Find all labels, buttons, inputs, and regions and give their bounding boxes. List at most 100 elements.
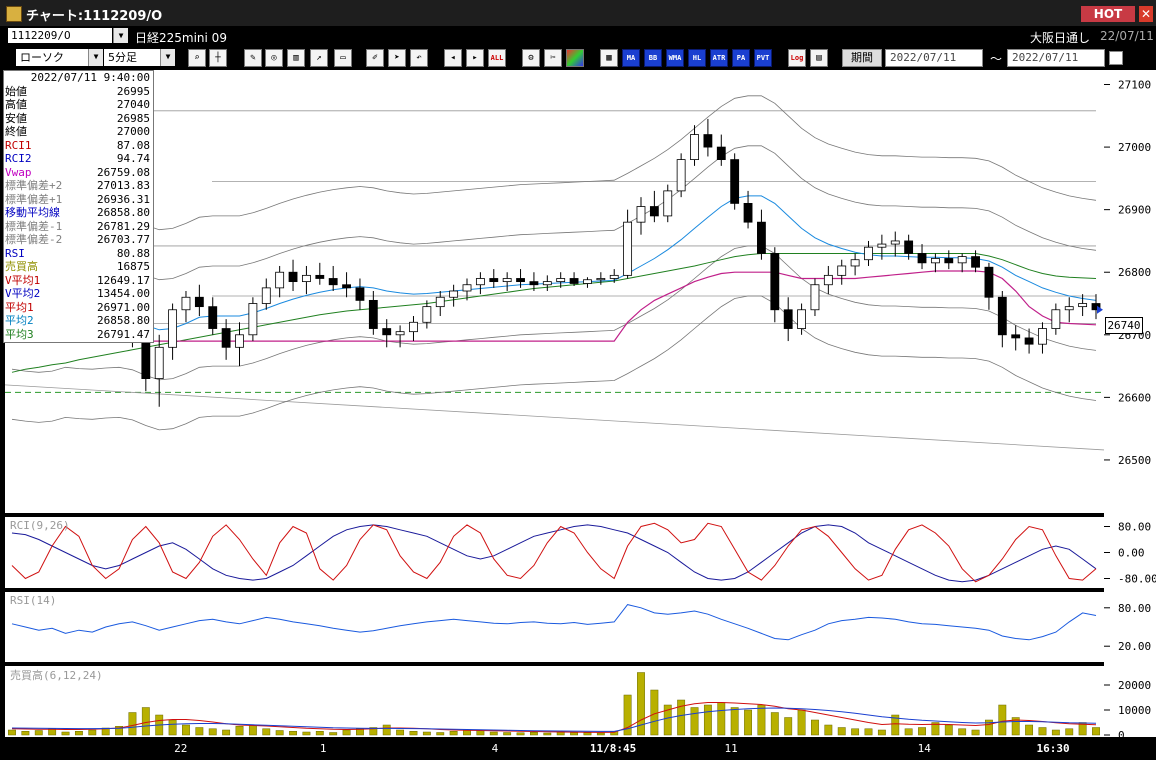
candle-body (194, 296, 204, 308)
candle-body (355, 287, 365, 301)
candle-body (877, 243, 887, 248)
toolbar-btn-hl[interactable]: HL (688, 49, 706, 67)
rsi-chart-group: 80.00 20.00 RSI(14) (10, 594, 1151, 653)
move-left-icon[interactable]: ◂ (444, 49, 462, 67)
candle-body (409, 321, 418, 333)
move-right-icon[interactable]: ▸ (466, 49, 484, 67)
toolbar-btn-pa[interactable]: PA (732, 49, 750, 67)
volume-bar (208, 728, 217, 736)
volume-bar (1051, 729, 1060, 736)
realtime-checkbox[interactable] (1109, 51, 1123, 65)
volume-bar (1078, 722, 1087, 736)
settings-icon[interactable]: ⚙ (522, 49, 540, 67)
info-label: 売買高 (5, 260, 38, 273)
period-button[interactable]: 期間 (842, 49, 882, 67)
price-tick-label: 27000 (1118, 141, 1151, 154)
eraser-icon[interactable]: ▭ (334, 49, 352, 67)
info-label: 平均2 (5, 314, 34, 327)
search-chart-icon[interactable]: ◎ (265, 49, 283, 67)
price-pane[interactable] (5, 70, 1104, 513)
candle-body (1078, 303, 1088, 308)
volume-bar (516, 732, 525, 736)
bar-chart-icon[interactable]: ▥ (287, 49, 305, 67)
volume-bar (342, 729, 351, 736)
info-row-13: 売買高 16875 (4, 260, 153, 274)
cursor-icon[interactable]: ➤ (388, 49, 406, 67)
candle-body (676, 159, 686, 192)
price-tick-label: 26800 (1118, 266, 1151, 279)
volume-bar (837, 727, 846, 736)
close-icon[interactable]: ✕ (1139, 6, 1153, 22)
interval-dropdown-icon[interactable]: ▼ (160, 49, 175, 66)
color-palette-icon[interactable] (566, 49, 584, 67)
candle-body (368, 299, 378, 329)
chart-type-dropdown-icon[interactable]: ▼ (88, 49, 103, 66)
axis-strip (1104, 70, 1156, 737)
interval-select[interactable]: 5分足 (104, 49, 174, 66)
symbol-dropdown-icon[interactable]: ▼ (113, 28, 128, 43)
volume-bar (1038, 727, 1047, 736)
candle-body (302, 274, 311, 283)
candle-body (1064, 306, 1074, 311)
symbol-input[interactable]: 1112209/O (8, 28, 112, 43)
candle-body (917, 253, 927, 264)
toolbar-btn-bb[interactable]: BB (644, 49, 662, 67)
toolbar-btn-wma[interactable]: WMA (666, 49, 684, 67)
tools-icon[interactable]: ✂ (544, 49, 562, 67)
toolbar-btn-ma[interactable]: MA (622, 49, 640, 67)
candle-body (382, 328, 392, 336)
date-to-input[interactable]: 2022/07/11 (1007, 49, 1105, 67)
draw-tool-icon[interactable]: ✎ (244, 49, 262, 67)
rsi-line (11, 604, 1097, 641)
date-from-input[interactable]: 2022/07/11 (885, 49, 983, 67)
info-row-6: Vwap 26759.08 (4, 166, 153, 180)
candle-body (971, 256, 980, 268)
candle-body (556, 278, 566, 283)
volume-bar (570, 732, 579, 736)
toolbar-btn-atr[interactable]: ATR (710, 49, 728, 67)
zoom-icon[interactable]: ⌕ (188, 49, 206, 67)
candle-body (502, 278, 512, 283)
undo-icon[interactable]: ↶ (410, 49, 428, 67)
rci-pane[interactable] (5, 517, 1104, 588)
all-button[interactable]: ALL (488, 49, 506, 67)
time-axis-label: 11/8:45 (590, 742, 636, 755)
candle-body (395, 331, 405, 336)
info-value: 27013.83 (97, 179, 150, 192)
candle-body (141, 340, 151, 379)
crosshair-icon[interactable]: ┼ (209, 49, 227, 67)
trend-icon[interactable]: ↗ (310, 49, 328, 67)
volume-bar (168, 719, 177, 736)
volume-bar (235, 726, 244, 736)
exchange-date: 22/07/11 (1100, 29, 1154, 43)
hot-button[interactable]: HOT (1081, 6, 1135, 22)
rsi-label: RSI(14) (10, 594, 56, 607)
window-title: チャート:1112209/O (26, 9, 163, 24)
bb-lower2-line (11, 295, 1097, 431)
toolbar: ローソク ▼ 5分足 ▼ ⌕ ┼ ✎ ◎ ▥ ↗ ▭ ✐ ➤ ↶ ◂ ▸ ALL… (0, 46, 1156, 70)
chart-type-select[interactable]: ローソク (16, 49, 100, 66)
indicator-tick-label: 20.00 (1118, 640, 1151, 653)
volume-bar (757, 704, 766, 736)
volume-bar (115, 726, 123, 736)
volume-bar (88, 729, 97, 736)
info-label: RCI1 (5, 138, 32, 152)
volume-bar (650, 689, 659, 736)
volume-bar (824, 724, 833, 736)
log-button[interactable]: Log (788, 49, 806, 67)
candle-body (569, 278, 579, 284)
volume-bar (1011, 717, 1020, 736)
candle-body (810, 284, 820, 311)
rsi-pane[interactable] (5, 592, 1104, 662)
info-value: 26985 (116, 111, 150, 125)
print-icon[interactable]: ▤ (810, 49, 828, 67)
grid-icon[interactable]: ▦ (600, 49, 618, 67)
candle-body (489, 278, 499, 283)
price-tick-label: 26900 (1118, 204, 1151, 217)
pen-icon[interactable]: ✐ (366, 49, 384, 67)
info-label: V平均2 (5, 287, 41, 300)
toolbar-btn-pvt[interactable]: PVT (754, 49, 772, 67)
candle-body (984, 266, 994, 298)
title-bar: チャート:1112209/O HOT ✕ (0, 0, 1156, 26)
